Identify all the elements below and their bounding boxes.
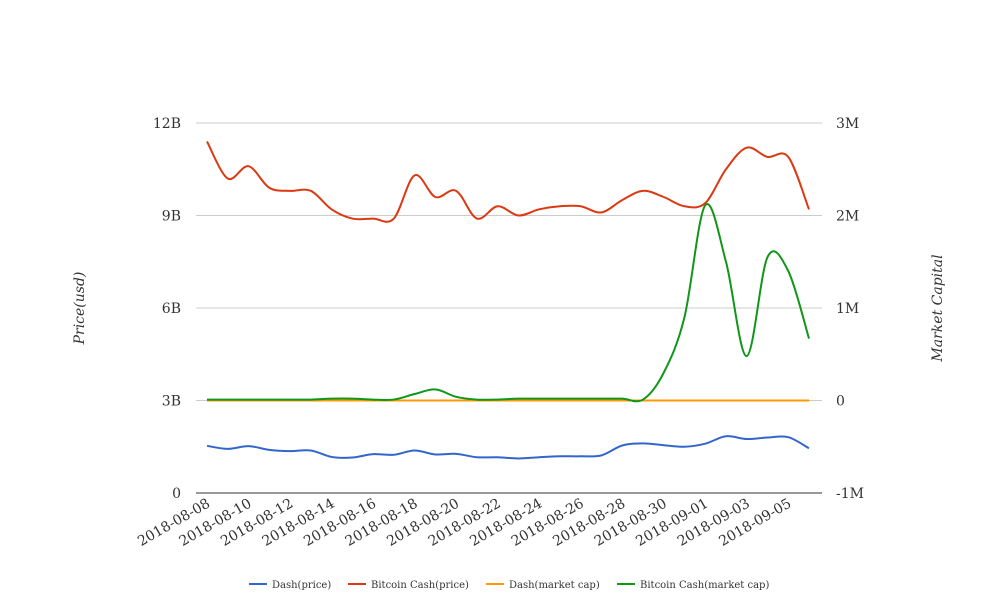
- left-tick-label: 3B: [162, 394, 181, 410]
- legend-item: Bitcoin Cash(price): [348, 580, 469, 591]
- legend-label: Dash(market cap): [509, 580, 600, 591]
- right-tick-label: 2M: [836, 209, 859, 225]
- left-axis-title: Price(usd): [72, 272, 88, 346]
- legend-item: Dash(price): [249, 580, 331, 591]
- right-tick-label: -1M: [836, 486, 864, 502]
- right-axis-title: Market Capital: [930, 254, 946, 362]
- left-tick-label: 12B: [153, 116, 181, 132]
- series-line-dash-price: [206, 435, 810, 460]
- right-tick-label: 0: [836, 394, 845, 410]
- legend-label: Bitcoin Cash(market cap): [640, 580, 769, 591]
- legend-label: Bitcoin Cash(price): [371, 580, 469, 591]
- series-layer: [206, 141, 810, 460]
- left-tick-label: 6B: [162, 301, 181, 317]
- right-y-axis: -1M 0 1M 2M 3M: [836, 116, 864, 502]
- legend: Dash(price) Bitcoin Cash(price) Dash(marke…: [249, 580, 769, 591]
- series-line-bitcoin-cash-price: [206, 141, 810, 223]
- left-tick-label: 0: [172, 486, 181, 502]
- x-axis: 2018-08-082018-08-102018-08-122018-08-14…: [135, 496, 794, 550]
- legend-item: Bitcoin Cash(market cap): [617, 580, 769, 591]
- left-tick-label: 9B: [162, 209, 181, 225]
- grid-lines: [196, 122, 822, 494]
- legend-item: Dash(market cap): [486, 580, 600, 591]
- legend-label: Dash(price): [272, 580, 331, 591]
- right-tick-label: 1M: [836, 301, 859, 317]
- left-y-axis: 0 3B 6B 9B 12B: [153, 116, 181, 502]
- series-line-bitcoin-cash-market-cap: [206, 202, 810, 403]
- right-tick-label: 3M: [836, 116, 859, 132]
